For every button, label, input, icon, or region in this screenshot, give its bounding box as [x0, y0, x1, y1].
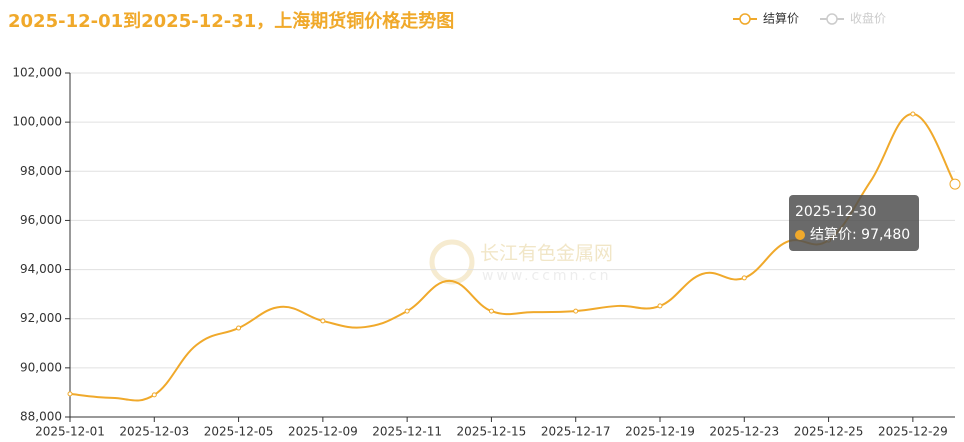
- y-tick-label: 102,000: [12, 66, 62, 80]
- tooltip-value: 97,480: [861, 227, 910, 243]
- point: [741, 275, 747, 281]
- legend-symbol: [739, 13, 751, 25]
- watermark: 长江有色金属网 www.ccmn.cn: [429, 239, 613, 285]
- y-tick-label: 94,000: [20, 262, 62, 276]
- x-tick-label: 2025-12-11: [372, 425, 442, 439]
- y-tick-label: 100,000: [12, 115, 62, 129]
- x-tick-label: 2025-12-17: [541, 425, 611, 439]
- tooltip-title: 2025-12-30: [795, 204, 876, 220]
- y-tick-label: 92,000: [20, 311, 62, 325]
- legend-label: 结算价: [763, 11, 799, 26]
- x-tick-label: 2025-12-19: [625, 425, 695, 439]
- legend-symbol: [826, 13, 838, 25]
- x-tick-label: 2025-12-29: [878, 425, 948, 439]
- point: [488, 308, 494, 314]
- y-tick-label: 88,000: [20, 410, 62, 424]
- x-tick-label: 2025-12-09: [288, 425, 358, 439]
- y-tick-label: 98,000: [20, 164, 62, 178]
- tooltip: 2025-12-30 结算价: 97,480: [789, 195, 919, 251]
- point: [236, 325, 242, 331]
- x-tick-label: 2025-12-05: [204, 425, 274, 439]
- point: [910, 111, 916, 117]
- point: [573, 308, 579, 314]
- watermark-name: 长江有色金属网: [480, 243, 613, 265]
- tooltip-text: 结算价: 97,480: [810, 227, 910, 243]
- watermark-url: www.ccmn.cn: [482, 268, 611, 284]
- x-tick-label: 2025-12-15: [457, 425, 527, 439]
- legend-label: 收盘价: [850, 11, 886, 26]
- y-tick-label: 96,000: [20, 213, 62, 227]
- x-tick-label: 2025-12-01: [35, 425, 105, 439]
- point: [949, 178, 961, 190]
- tooltip-marker: [795, 230, 805, 240]
- tooltip-box: [789, 195, 919, 251]
- point: [657, 303, 663, 309]
- point: [151, 392, 157, 398]
- watermark-logo: [429, 239, 475, 285]
- point: [320, 318, 326, 324]
- tooltip-series: 结算价: [810, 227, 852, 243]
- y-tick-label: 90,000: [20, 360, 62, 374]
- point: [67, 391, 73, 397]
- x-tick-label: 2025-12-25: [794, 425, 864, 439]
- x-tick-label: 2025-12-03: [119, 425, 189, 439]
- x-tick-label: 2025-12-23: [709, 425, 779, 439]
- chart-title: 2025-12-01到2025-12-31，上海期货铜价格走势图: [8, 10, 454, 32]
- point: [404, 308, 410, 314]
